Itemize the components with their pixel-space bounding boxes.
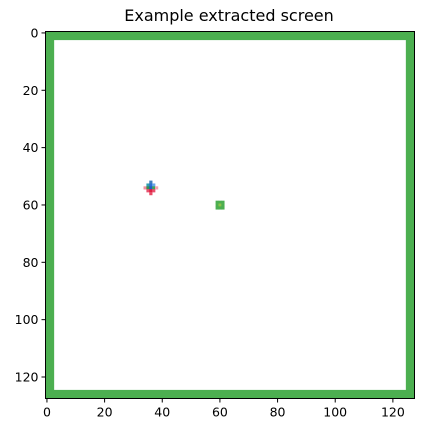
x-tick-label: 100	[323, 405, 347, 420]
agent-cell	[149, 181, 152, 184]
image-background	[46, 32, 415, 399]
x-tick-label: 40	[154, 405, 170, 420]
goal-cell	[216, 206, 219, 209]
agent-cell	[144, 186, 147, 189]
plot-area	[46, 32, 415, 399]
agent-cell	[146, 186, 149, 189]
agent-cell	[149, 186, 152, 189]
y-axis: 0 20 40 60 80 100 120	[15, 25, 46, 384]
agent-cell	[152, 186, 155, 189]
y-tick-label: 80	[23, 255, 39, 270]
agent-cell	[149, 192, 152, 195]
y-tick-label: 60	[23, 197, 39, 212]
agent-cell	[149, 183, 152, 186]
y-tick-label: 20	[23, 83, 39, 98]
y-tick-label: 100	[15, 312, 39, 327]
border-top	[46, 32, 415, 41]
y-tick-label: 120	[15, 369, 39, 384]
goal-cell	[218, 206, 221, 209]
x-tick-label: 120	[381, 405, 405, 420]
y-tick-label: 40	[23, 140, 39, 155]
goal-cell	[221, 206, 224, 209]
agent-cell	[149, 189, 152, 192]
chart-title: Example extracted screen	[124, 6, 334, 25]
border-bottom	[46, 390, 415, 399]
goal-cell	[221, 201, 224, 204]
x-tick-label: 60	[212, 405, 228, 420]
goal-cell	[216, 201, 219, 204]
agent-cell	[146, 189, 149, 192]
x-axis: 0 20 40 60 80 100 120	[43, 399, 405, 420]
x-tick-label: 80	[270, 405, 286, 420]
x-tick-label: 20	[97, 405, 113, 420]
x-tick-label: 0	[43, 405, 51, 420]
agent-cell	[155, 186, 158, 189]
agent-cell	[146, 183, 149, 186]
border-left	[46, 32, 55, 399]
border-right	[406, 32, 415, 399]
agent-cell	[152, 189, 155, 192]
goal-cell	[218, 201, 221, 204]
goal-cell	[216, 204, 219, 207]
goal-cell	[221, 204, 224, 207]
y-tick-label: 0	[31, 25, 39, 40]
agent-cell	[152, 183, 155, 186]
goal-cell	[218, 204, 221, 207]
